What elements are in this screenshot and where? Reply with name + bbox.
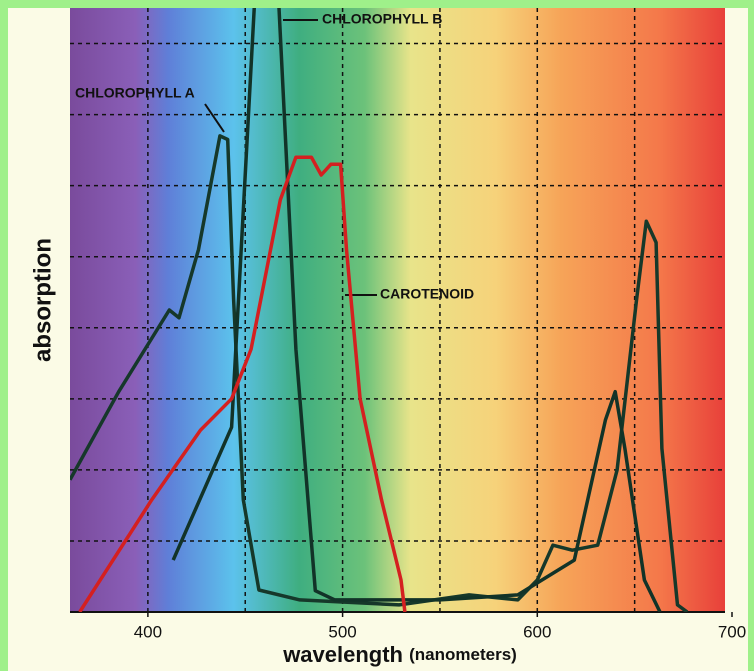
series-line [70,134,689,612]
x-axis-label-main: wavelength [282,642,403,667]
x-tick-label: 700 [718,622,746,641]
x-tick-label: 600 [523,622,551,641]
plot-area [70,8,725,612]
series-line [78,155,407,612]
x-axis-label-unit: (nanometers) [409,645,517,664]
y-axis-label: absorption [29,238,56,362]
series-line [171,8,662,612]
x-tick-label: 500 [328,622,356,641]
leader-line [204,103,225,133]
annotation: CHLOROPHYLL A [75,85,195,101]
lines [70,8,689,612]
annotation: CHLOROPHYLL B [322,11,442,27]
ticks: 400 500 600 700 [134,612,746,641]
annotation: CAROTENOID [380,286,474,302]
x-tick-label: 400 [134,622,162,641]
x-axis-label: wavelength (nanometers) [282,642,517,667]
